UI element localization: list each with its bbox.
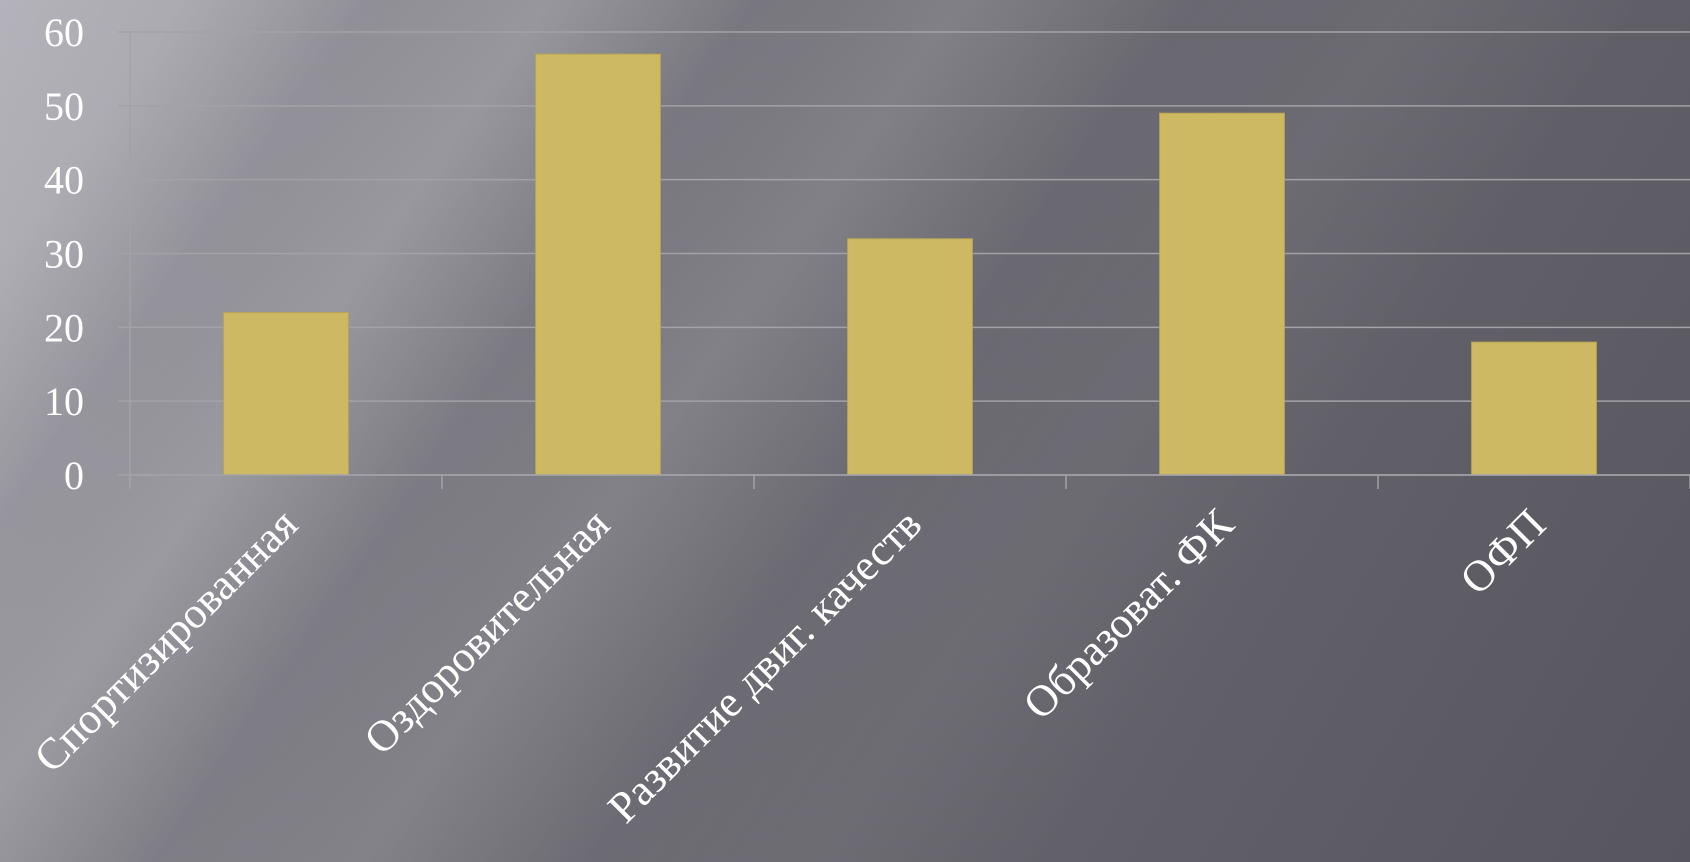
y-axis-tick-labels: 0 10 20 30 40 50 60: [44, 10, 84, 498]
x-category-label: Образоват. ФК: [1014, 499, 1244, 729]
x-category-label: Спортизированная: [25, 499, 308, 782]
bar: [224, 313, 349, 475]
y-tick-label: 0: [64, 453, 84, 498]
bar: [1472, 342, 1597, 475]
bar: [1160, 113, 1285, 475]
y-tick-label: 10: [44, 379, 84, 424]
bar: [536, 54, 661, 475]
bar: [848, 239, 973, 475]
y-tick-label: 30: [44, 232, 84, 277]
y-tick-label: 20: [44, 305, 84, 350]
x-category-label: Развитие двиг. качеств: [598, 499, 931, 832]
y-tick-label: 40: [44, 158, 84, 203]
y-tick-label: 60: [44, 10, 84, 55]
x-category-label: ОФП: [1451, 499, 1556, 604]
bars: [224, 54, 1597, 475]
x-axis-category-labels: Спортизированная ОздоровительнаяРазвитие …: [25, 499, 1556, 832]
x-category-label: Оздоровительная: [354, 499, 619, 764]
y-tick-label: 50: [44, 84, 84, 129]
